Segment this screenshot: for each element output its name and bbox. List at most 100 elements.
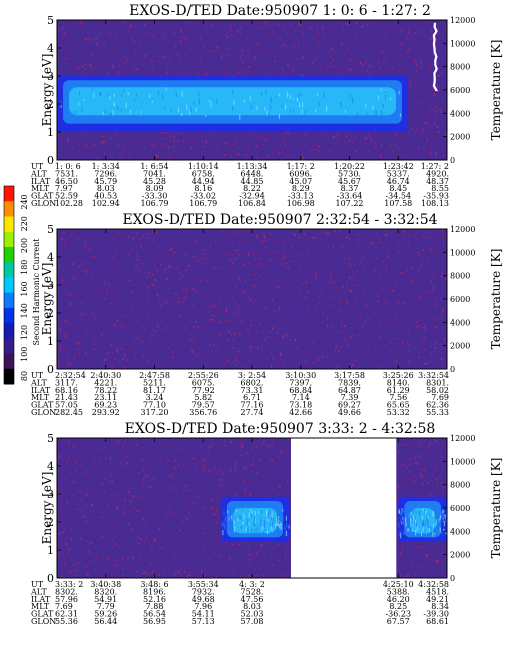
- noise-speck: [435, 41, 437, 44]
- noise-speck: [246, 348, 248, 350]
- noise-speck: [422, 127, 424, 130]
- noise-speck: [173, 573, 175, 576]
- noise-speck: [299, 253, 301, 256]
- noise-speck: [245, 56, 247, 58]
- noise-speck: [151, 549, 153, 552]
- energy-band-streak: [250, 513, 252, 518]
- noise-speck: [255, 300, 257, 302]
- energy-band-streak: [268, 113, 270, 119]
- noise-speck: [100, 470, 102, 473]
- noise-speck: [434, 440, 437, 443]
- noise-speck: [164, 570, 166, 573]
- noise-speck: [228, 330, 230, 333]
- noise-speck: [184, 570, 186, 573]
- noise-speck: [185, 36, 187, 39]
- noise-speck: [99, 32, 101, 34]
- noise-speck: [272, 252, 274, 254]
- noise-speck: [399, 65, 401, 67]
- noise-speck: [178, 297, 180, 300]
- noise-speck: [241, 367, 243, 369]
- noise-speck: [332, 59, 334, 62]
- noise-speck: [175, 293, 178, 296]
- energy-band-streak: [175, 92, 177, 98]
- noise-speck: [262, 144, 264, 146]
- energy-band-streak: [270, 530, 272, 536]
- noise-speck: [68, 548, 70, 550]
- energy-band-streak: [66, 88, 68, 93]
- noise-speck: [72, 497, 74, 499]
- noise-speck: [208, 451, 210, 453]
- noise-speck: [322, 54, 324, 56]
- noise-speck: [271, 365, 273, 368]
- noise-speck: [217, 310, 220, 312]
- noise-speck: [435, 347, 437, 350]
- noise-speck: [423, 347, 425, 350]
- noise-speck: [438, 235, 440, 238]
- energy-band-streak: [251, 510, 253, 514]
- noise-speck: [62, 269, 65, 272]
- noise-speck: [368, 150, 370, 152]
- energy-band-streak: [352, 99, 354, 104]
- noise-speck: [280, 451, 283, 454]
- noise-speck: [64, 562, 66, 565]
- noise-speck: [66, 333, 68, 336]
- noise-speck: [192, 305, 194, 308]
- noise-speck: [423, 291, 425, 293]
- noise-speck: [377, 315, 379, 318]
- orbit-value: 65.65: [387, 401, 410, 410]
- energy-band-streak: [265, 89, 267, 94]
- noise-speck: [323, 26, 325, 29]
- energy-band-streak: [323, 92, 325, 99]
- noise-speck: [182, 275, 184, 278]
- orbit-row-label: MLT: [31, 602, 50, 611]
- energy-band-streak: [254, 532, 256, 535]
- noise-speck: [401, 43, 403, 45]
- energy-band-streak: [286, 530, 288, 537]
- noise-speck: [237, 153, 239, 156]
- energy-band-streak: [270, 533, 272, 538]
- noise-speck: [365, 138, 367, 140]
- noise-speck: [208, 455, 210, 457]
- noise-speck: [299, 23, 301, 27]
- noise-speck: [119, 301, 121, 303]
- noise-speck: [420, 455, 422, 457]
- noise-speck: [392, 289, 394, 292]
- orbit-value: 6.71: [243, 393, 261, 402]
- noise-speck: [437, 560, 439, 564]
- noise-speck: [419, 268, 421, 270]
- noise-speck: [220, 478, 222, 481]
- noise-speck: [59, 347, 61, 349]
- noise-speck: [370, 136, 372, 139]
- noise-speck: [86, 574, 88, 576]
- energy-band-streak: [140, 111, 142, 114]
- noise-speck: [79, 490, 81, 493]
- noise-speck: [376, 69, 379, 71]
- noise-speck: [254, 264, 256, 266]
- noise-speck: [414, 574, 416, 576]
- noise-speck: [355, 51, 357, 53]
- noise-speck: [175, 267, 177, 270]
- noise-speck: [195, 260, 197, 262]
- noise-speck: [362, 25, 364, 28]
- orbit-value: 64.87: [338, 386, 361, 395]
- noise-speck: [68, 362, 70, 365]
- energy-tick-label: 5: [47, 432, 54, 445]
- noise-speck: [349, 263, 351, 265]
- noise-speck: [251, 470, 253, 472]
- noise-speck: [75, 481, 77, 483]
- energy-band-streak: [113, 101, 115, 105]
- noise-speck: [145, 522, 147, 525]
- noise-speck: [61, 467, 63, 469]
- noise-speck: [315, 271, 318, 273]
- energy-band-streak: [385, 94, 387, 100]
- orbit-value: 102.28: [55, 199, 83, 208]
- noise-speck: [158, 574, 160, 576]
- energy-band-streak: [372, 105, 374, 110]
- noise-speck: [239, 26, 242, 28]
- noise-speck: [421, 475, 423, 478]
- noise-speck: [129, 35, 131, 37]
- noise-speck: [271, 298, 273, 301]
- noise-speck: [167, 460, 169, 462]
- energy-band-streak: [272, 524, 274, 528]
- noise-speck: [146, 254, 148, 256]
